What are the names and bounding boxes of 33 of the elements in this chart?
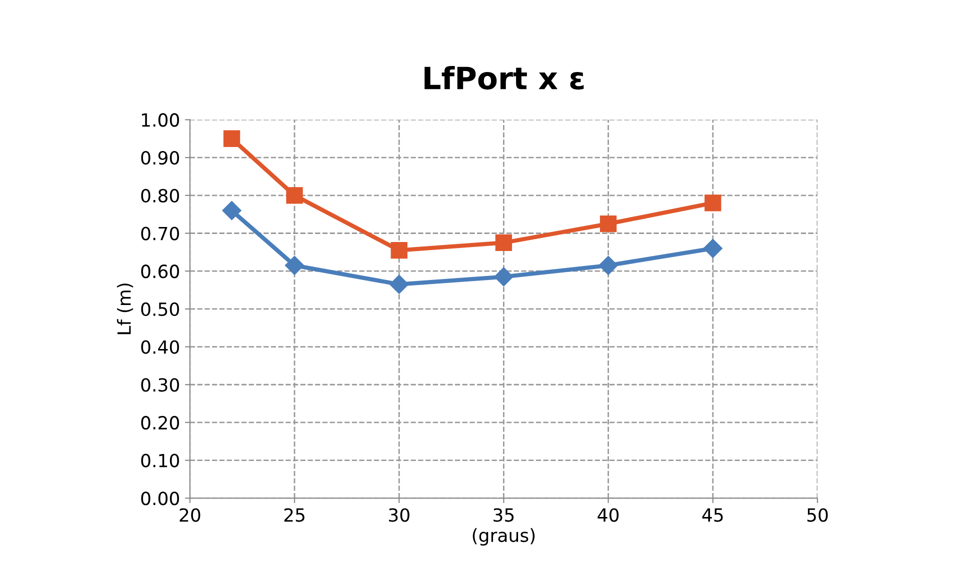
x-tick-label: 25 (284, 508, 304, 522)
point (495, 234, 512, 252)
x-tick-label: 50 (807, 508, 828, 522)
y-tick-label: 0.30 (141, 378, 180, 392)
point (222, 201, 242, 220)
y-tick-label: 0.00 (141, 492, 180, 506)
y-tick-label: 0.70 (141, 226, 180, 240)
y-tick-label: 0.10 (141, 454, 180, 468)
point (494, 267, 514, 286)
x-tick-label: 20 (180, 508, 200, 522)
y-tick-label: 0.60 (141, 264, 180, 278)
y-tick-label: 0.80 (141, 188, 180, 203)
point (390, 274, 409, 294)
x-tick-label: 45 (702, 508, 723, 522)
y-tick-label: 1.00 (142, 113, 180, 127)
point (600, 215, 617, 232)
y-tick-label: 0.40 (141, 340, 180, 354)
x-tick-label: 30 (388, 508, 410, 522)
point (703, 238, 722, 258)
point (704, 194, 722, 212)
y-axis-title: Lf (m) (116, 284, 134, 334)
point (598, 256, 618, 275)
point (286, 187, 303, 204)
point (223, 130, 240, 147)
x-axis-title: (graus) (472, 528, 535, 546)
x-tick-label: 40 (598, 508, 619, 522)
y-tick-label: 0.20 (141, 416, 180, 430)
x-tick-label: 35 (494, 508, 514, 522)
y-tick-label: 0.50 (141, 302, 180, 316)
chart-title: LfPort x ε (424, 66, 584, 90)
point (390, 242, 408, 259)
point (284, 256, 304, 275)
y-tick-label: 0.90 (141, 151, 180, 165)
